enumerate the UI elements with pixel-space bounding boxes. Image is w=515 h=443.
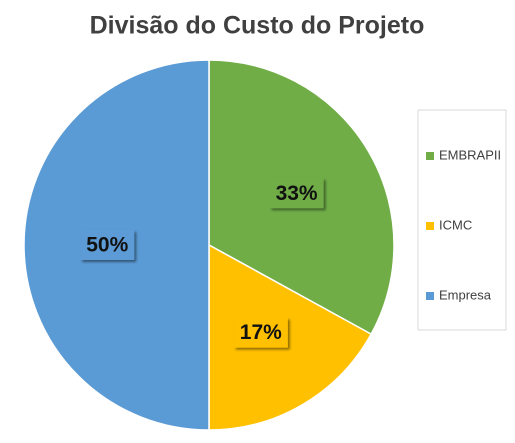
legend-label: EMBRAPII bbox=[439, 147, 501, 162]
value-label: 33% bbox=[276, 182, 318, 205]
legend-label: ICMC bbox=[439, 217, 472, 232]
legend-swatch bbox=[426, 152, 434, 160]
value-label: 17% bbox=[240, 321, 282, 344]
chart-title: Divisão do Custo do Projeto bbox=[90, 12, 425, 40]
pie-slice bbox=[208, 243, 373, 431]
label-box bbox=[80, 230, 135, 260]
label-box bbox=[269, 178, 324, 209]
legend-swatch bbox=[426, 292, 434, 300]
label-box bbox=[233, 317, 288, 348]
legend-swatch bbox=[426, 222, 434, 230]
value-label: 50% bbox=[86, 234, 128, 257]
legend-label: Empresa bbox=[439, 287, 492, 302]
